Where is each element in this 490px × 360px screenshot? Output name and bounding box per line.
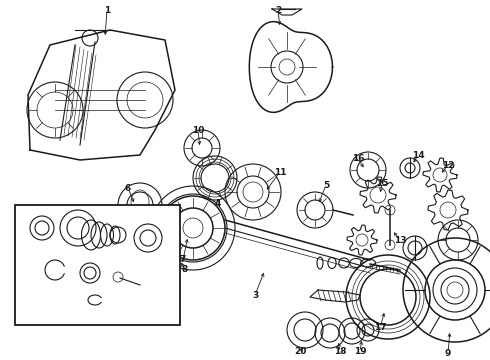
Text: 20: 20 [294, 347, 306, 356]
Text: 17: 17 [374, 324, 386, 333]
Text: 8: 8 [182, 266, 188, 274]
Text: 9: 9 [445, 348, 451, 357]
Text: 6: 6 [125, 184, 131, 193]
Text: 18: 18 [334, 347, 346, 356]
Text: 7: 7 [180, 256, 186, 265]
Bar [15, 205, 180, 325]
Text: 14: 14 [412, 150, 424, 159]
Text: 11: 11 [274, 167, 286, 176]
Text: 19: 19 [354, 347, 367, 356]
Text: 15: 15 [376, 179, 388, 188]
Text: 4: 4 [215, 198, 221, 207]
Text: 10: 10 [192, 126, 204, 135]
Text: 3: 3 [252, 291, 258, 300]
Text: 2: 2 [275, 5, 281, 14]
Text: 5: 5 [323, 180, 329, 189]
Text: 16: 16 [352, 153, 364, 162]
Text: 12: 12 [442, 161, 454, 170]
Text: 13: 13 [394, 235, 406, 244]
Text: 1: 1 [104, 5, 110, 14]
